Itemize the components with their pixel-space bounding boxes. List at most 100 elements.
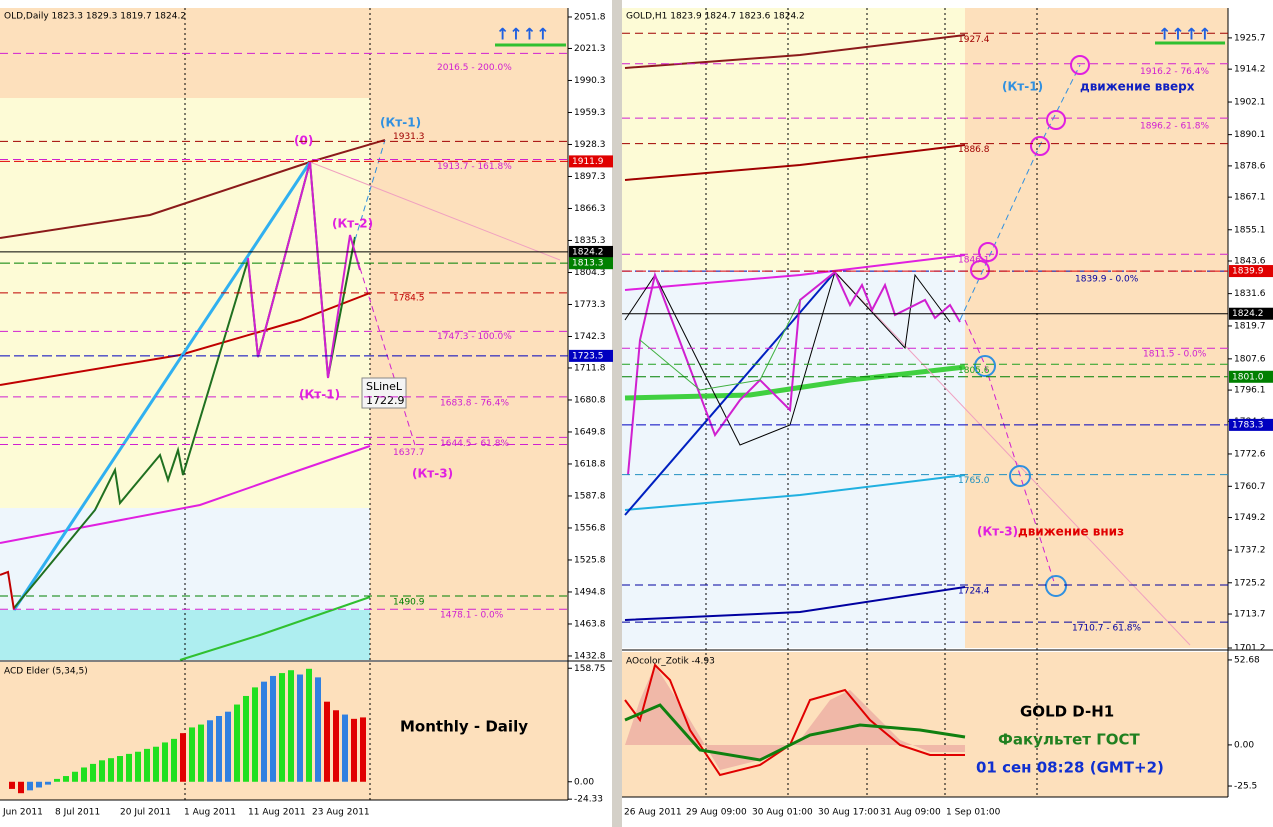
histogram-bar [117, 756, 123, 782]
level-label: 1896.2 - 61.8% [1140, 122, 1209, 132]
y-tick-label: 1494.8 [574, 587, 606, 597]
projection [354, 139, 386, 241]
annotation: (Кт-1) [1002, 80, 1043, 94]
histogram-bar [135, 751, 141, 782]
histogram-bar [351, 718, 357, 782]
y-tick-label: 1804.3 [574, 268, 606, 278]
price-marker-label: 1723.5 [572, 351, 604, 361]
y-tick-label: 1867.1 [1234, 193, 1266, 203]
y-tick-label: 1925.7 [1234, 33, 1266, 43]
y-tick-label: 0.00 [1234, 740, 1254, 750]
histogram-bar [9, 781, 15, 789]
y-tick-label: 1835.3 [574, 236, 606, 246]
ma [0, 139, 386, 239]
y-tick-label: 0.00 [574, 777, 594, 787]
histogram-bar [288, 670, 294, 782]
right-indicator-curves [624, 663, 966, 777]
x-tick-label: 26 Aug 2011 [624, 808, 682, 818]
annotation: движение вниз [1018, 525, 1124, 539]
y-tick-label: 1914.2 [1234, 65, 1266, 75]
caption: Monthly - Daily [400, 718, 528, 736]
y-tick-label: 1556.8 [574, 523, 606, 533]
y-tick-label: 1959.3 [574, 108, 606, 118]
level-label: 1724.4 [958, 586, 990, 596]
caption: GOLD D-H1 [1020, 703, 1114, 721]
level-label: 1710.7 - 61.8% [1072, 624, 1141, 634]
tooltip [361, 377, 407, 409]
price-marker-label: 1911.9 [572, 157, 604, 167]
level-label: 1805.6 [958, 366, 990, 376]
price-marker [569, 245, 613, 258]
y-tick-label: 1725.2 [1234, 578, 1266, 588]
level-label: 1927.4 [958, 35, 990, 45]
y-tick-label: 1737.2 [1234, 546, 1266, 556]
histogram-bar [324, 701, 330, 782]
level-label: 1683.8 - 76.4% [440, 398, 509, 408]
projection [359, 267, 416, 446]
histogram-bar [216, 715, 222, 782]
level-label: 1931.3 [393, 132, 425, 142]
zigzag [247, 161, 361, 379]
price-marker-label: 1783.3 [1232, 420, 1264, 430]
level-label: 1490.9 [393, 597, 425, 607]
right-curves [624, 34, 1191, 646]
annotation: (Кт-2) [332, 217, 373, 231]
histogram-bar [234, 704, 240, 782]
histogram-bar [225, 711, 231, 782]
histogram-bar [333, 710, 339, 782]
y-tick-label: 158.75 [574, 664, 606, 674]
y-tick-label: 1713.7 [1234, 610, 1266, 620]
y-tick-label: -25.5 [1234, 782, 1257, 792]
generated: 2051.8 2021.3 1990.3 1959.3 1928.3 1897.3 1866… [0, 12, 1273, 818]
histogram-bar [306, 668, 312, 782]
price-marker [1229, 370, 1273, 383]
histogram-bar [360, 717, 366, 782]
tooltip-text: 1722.9 [366, 394, 405, 407]
y-tick-label: 1897.3 [574, 172, 606, 182]
x-tick-label: 29 Aug 09:00 [686, 808, 747, 818]
histogram-bar [261, 681, 267, 782]
histogram-bar [90, 763, 96, 782]
level-label: 1478.1 - 0.0% [440, 611, 504, 621]
histogram-bar [81, 767, 87, 782]
x-tick-label: 8 Jul 2011 [55, 808, 100, 818]
left-curves [0, 139, 561, 661]
y-tick-label: 1990.3 [574, 76, 606, 86]
y-tick-label: 1843.6 [1234, 257, 1266, 267]
price-marker [1229, 307, 1273, 320]
annotation: (Кт-1) [299, 388, 340, 402]
price-marker-label: 1801.0 [1232, 372, 1264, 382]
svg-text:↑↑↑↑: ↑↑↑↑ [496, 25, 550, 44]
histogram-bar [171, 738, 177, 782]
x-tick-label: 31 Aug 09:00 [880, 808, 941, 818]
histogram-bar [243, 695, 249, 782]
histogram-bar [45, 781, 51, 785]
level-label: 1913.7 - 161.8% [437, 162, 512, 172]
histogram-bar [297, 674, 303, 782]
x-tick-label: 30 Aug 01:00 [752, 808, 813, 818]
price-marker [1229, 265, 1273, 278]
annotation: (0) [294, 134, 313, 148]
y-tick-label: 1807.6 [1234, 354, 1266, 364]
annotation: (Кт-3) [412, 467, 453, 481]
caption: 01 сен 08:28 (GMT+2) [976, 759, 1164, 777]
y-tick-label: 1432.8 [574, 651, 606, 661]
level-label: 1846.1 [958, 256, 990, 266]
ma [0, 292, 371, 386]
x-tick-label: 23 Aug 2011 [312, 808, 370, 818]
histogram-bar [153, 746, 159, 782]
histogram-bar [108, 758, 114, 782]
histogram-bar [207, 720, 213, 782]
y-tick-label: 2021.3 [574, 44, 606, 54]
svg-text:↑↑↑↑: ↑↑↑↑ [1158, 25, 1212, 44]
y-tick-label: 1701.2 [1234, 644, 1266, 654]
level-label: 1811.5 - 0.0% [1143, 350, 1207, 360]
y-tick-label: 2051.8 [574, 12, 606, 22]
level-label: 1765.0 [958, 476, 990, 486]
y-tick-label: 1773.3 [574, 300, 606, 310]
x-tick-label: 11 Aug 2011 [248, 808, 306, 818]
histogram-bar [72, 771, 78, 782]
y-tick-label: 1902.1 [1234, 98, 1266, 108]
signal-icon: ↑↑↑↑ [1155, 25, 1225, 45]
tooltip-text: SLineL [366, 380, 403, 393]
